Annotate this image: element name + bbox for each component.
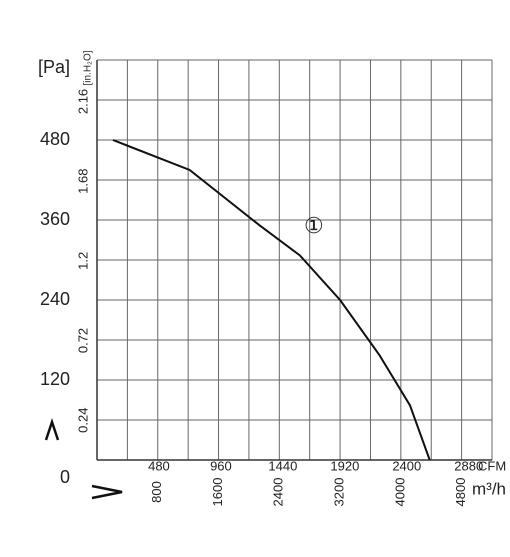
x-tick-label: 4800 [453, 478, 468, 507]
y2-tick-label: 0.24 [75, 408, 90, 433]
x2-tick-label: 960 [210, 458, 232, 473]
y-tick-label: 240 [40, 289, 70, 309]
x-tick-label: 4000 [392, 478, 407, 507]
x-tick-label: 1600 [210, 478, 225, 507]
x2-tick-label: 1920 [330, 458, 359, 473]
y2-tick-label: 2.16 [75, 89, 90, 114]
y-tick-label: 480 [40, 129, 70, 149]
y2-axis-label: [in.H₂O] [83, 50, 94, 85]
y-tick-label: 360 [40, 209, 70, 229]
curve-label: ① [304, 213, 324, 238]
x-tick-label: 2400 [271, 478, 286, 507]
y2-tick-label: 1.68 [75, 169, 90, 194]
x-tick-label: 800 [149, 481, 164, 503]
x-tick-label: 3200 [332, 478, 347, 507]
y-tick-label: 0 [60, 467, 70, 487]
x2-tick-label: 480 [148, 458, 170, 473]
x-arrow [91, 484, 123, 500]
x-axis-label: m³/h [472, 479, 506, 498]
y2-tick-label: 1.2 [75, 252, 90, 270]
x2-tick-label: 1440 [268, 458, 297, 473]
y-arrow [44, 418, 60, 441]
y-axis-label: [Pa] [38, 57, 70, 77]
curve [112, 139, 431, 461]
y-tick-label: 120 [40, 369, 70, 389]
x2-axis-label: CFM [478, 458, 506, 473]
y2-tick-label: 0.72 [75, 328, 90, 353]
x2-tick-label: 2400 [392, 458, 421, 473]
x2-tick-label: 2880 [454, 458, 483, 473]
